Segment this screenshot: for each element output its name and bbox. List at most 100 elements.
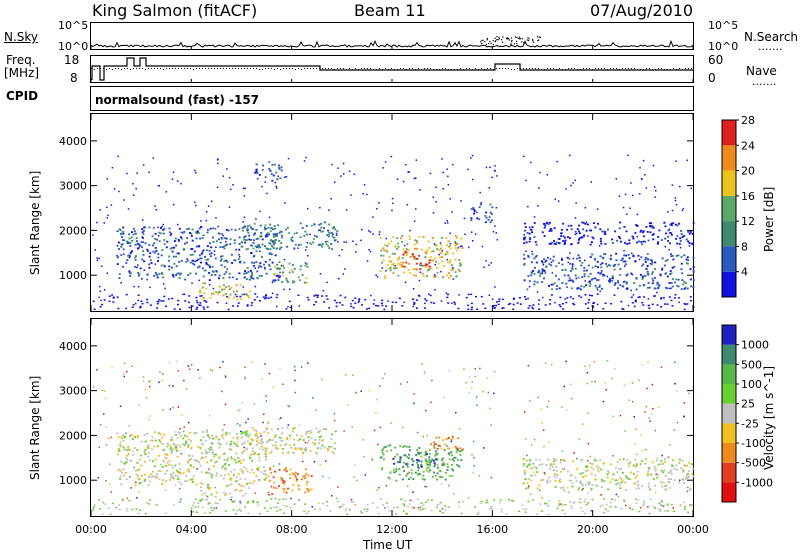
velocity-ground-scatter bbox=[135, 508, 137, 510]
velocity-echo-cell bbox=[182, 443, 184, 445]
colorbar-tick-label: 12 bbox=[741, 215, 755, 228]
velocity-echo-cell bbox=[126, 459, 128, 461]
power-speckle bbox=[547, 174, 549, 176]
velocity-speckle bbox=[298, 499, 300, 501]
velocity-echo-cell bbox=[124, 449, 126, 451]
power-speckle bbox=[276, 187, 278, 189]
velocity-speckle bbox=[390, 422, 392, 424]
power-echo-cell bbox=[535, 256, 537, 258]
power-echo-cell bbox=[192, 240, 194, 242]
velocity-echo-cell bbox=[132, 454, 134, 456]
power-echo-cell bbox=[551, 284, 553, 286]
power-echo-cell bbox=[163, 228, 165, 230]
power-speckle bbox=[435, 186, 437, 188]
power-speckle bbox=[407, 204, 409, 206]
power-echo-cell bbox=[435, 261, 437, 263]
power-echo-cell bbox=[638, 241, 640, 243]
power-speckle bbox=[569, 252, 571, 254]
power-ground-scatter bbox=[496, 301, 498, 303]
power-speckle bbox=[225, 241, 227, 243]
power-speckle bbox=[212, 228, 214, 230]
velocity-ground-scatter bbox=[461, 513, 463, 515]
velocity-speckle bbox=[196, 468, 198, 470]
velocity-echo-cell bbox=[308, 430, 310, 432]
velocity-echo-cell bbox=[596, 485, 598, 487]
velocity-ground-scatter bbox=[139, 509, 141, 511]
velocity-echo-cell bbox=[458, 466, 460, 468]
velocity-ground-scatter bbox=[584, 501, 586, 503]
power-speckle bbox=[561, 258, 563, 260]
velocity-echo-cell bbox=[420, 456, 422, 458]
velocity-echo-cell bbox=[199, 500, 201, 502]
power-echo-cell bbox=[271, 180, 273, 182]
velocity-echo-cell bbox=[436, 459, 438, 461]
velocity-echo-cell bbox=[247, 502, 249, 504]
power-ground-scatter bbox=[513, 298, 515, 300]
power-echo-cell bbox=[600, 238, 602, 240]
velocity-echo-cell bbox=[211, 449, 213, 451]
velocity-echo-cell bbox=[671, 473, 673, 475]
velocity-echo-cell bbox=[442, 439, 444, 441]
power-speckle bbox=[631, 253, 633, 255]
velocity-ground-scatter bbox=[112, 503, 114, 505]
velocity-speckle bbox=[222, 361, 224, 363]
power-speckle bbox=[491, 177, 493, 179]
velocity-echo-cell bbox=[319, 439, 321, 441]
velocity-echo-cell bbox=[253, 480, 255, 482]
velocity-speckle bbox=[524, 411, 526, 413]
power-echo-cell bbox=[544, 227, 546, 229]
velocity-ground-scatter bbox=[501, 511, 503, 512]
power-ground-scatter bbox=[467, 305, 469, 307]
power-ground-scatter bbox=[570, 296, 572, 298]
velocity-echo-cell bbox=[549, 465, 551, 467]
velocity-echo-cell bbox=[433, 441, 435, 443]
power-ground-scatter bbox=[412, 299, 414, 301]
velocity-echo-cell bbox=[647, 475, 649, 477]
power-speckle bbox=[686, 160, 688, 162]
velocity-echo-cell bbox=[151, 449, 153, 451]
velocity-echo-cell bbox=[242, 472, 244, 474]
velocity-echo-cell bbox=[615, 480, 617, 482]
velocity-echo-cell bbox=[629, 461, 631, 463]
power-echo-cell bbox=[202, 282, 204, 284]
power-echo-cell bbox=[592, 267, 594, 269]
velocity-echo-cell bbox=[215, 502, 217, 504]
velocity-echo-cell bbox=[170, 440, 172, 442]
velocity-echo-cell bbox=[308, 489, 310, 491]
power-speckle bbox=[232, 184, 234, 186]
power-speckle bbox=[206, 211, 208, 213]
velocity-echo-cell bbox=[541, 463, 543, 465]
power-echo-cell bbox=[225, 271, 227, 273]
velocity-speckle bbox=[413, 403, 415, 405]
y-tick-label: 3000 bbox=[59, 385, 87, 398]
velocity-speckle bbox=[403, 510, 405, 512]
velocity-ground-scatter bbox=[565, 504, 567, 506]
velocity-speckle bbox=[582, 423, 584, 425]
velocity-speckle bbox=[97, 370, 99, 372]
power-echo-cell bbox=[298, 244, 300, 246]
power-echo-cell bbox=[430, 267, 432, 269]
velocity-echo-cell bbox=[267, 432, 269, 434]
velocity-echo-cell bbox=[190, 447, 192, 449]
power-ground-scatter bbox=[157, 301, 159, 303]
velocity-ground-scatter bbox=[440, 502, 442, 504]
nave-dot bbox=[442, 68, 443, 69]
power-echo-cell bbox=[586, 270, 588, 272]
velocity-echo-cell bbox=[226, 485, 228, 487]
velocity-echo-cell bbox=[282, 480, 284, 482]
power-echo-cell bbox=[437, 272, 439, 274]
power-echo-cell bbox=[145, 242, 147, 244]
power-echo-cell bbox=[609, 265, 611, 267]
power-ground-scatter bbox=[495, 305, 497, 307]
power-speckle bbox=[570, 185, 572, 187]
velocity-echo-cell bbox=[421, 466, 423, 468]
power-echo-cell bbox=[147, 274, 149, 276]
power-ground-scatter bbox=[538, 308, 540, 310]
power-speckle bbox=[286, 176, 288, 178]
power-echo-cell bbox=[146, 249, 148, 251]
power-echo-cell bbox=[155, 250, 157, 252]
noise-search-dot bbox=[501, 39, 502, 40]
x-tick-label: 12:00 bbox=[376, 523, 408, 536]
power-speckle bbox=[215, 217, 217, 219]
power-ground-scatter bbox=[236, 296, 238, 298]
